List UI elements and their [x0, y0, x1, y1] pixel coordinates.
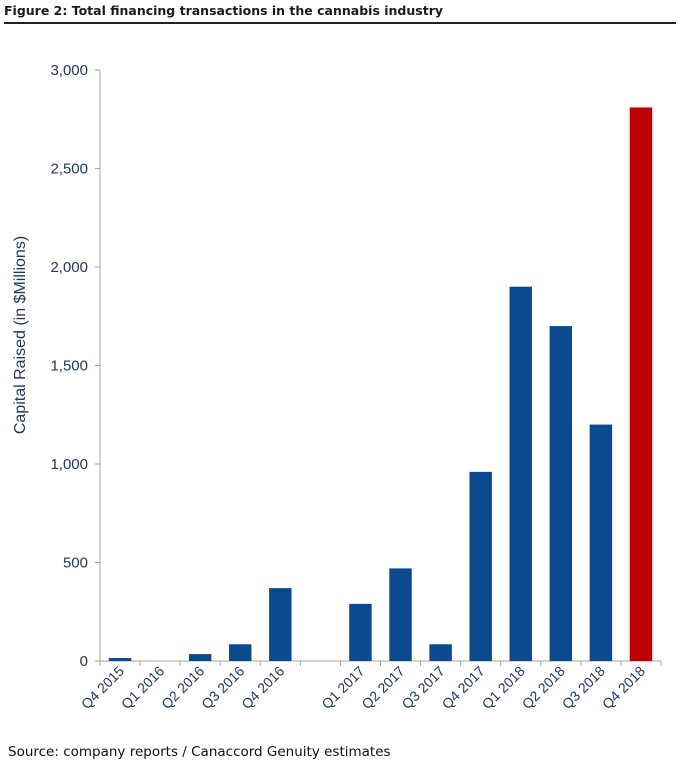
bar: [509, 286, 532, 661]
y-tick-label: 1,500: [50, 358, 88, 375]
x-tick-label: Q1 2016: [118, 663, 167, 712]
x-tick-label: Q1 2018: [479, 663, 528, 712]
x-tick-label: Q2 2018: [519, 663, 568, 712]
x-tick-label: Q4 2016: [238, 663, 287, 712]
bar: [108, 658, 132, 661]
bar: [469, 471, 492, 661]
y-axis-label: Capital Raised (in $Millions): [12, 236, 29, 434]
bar: [629, 107, 653, 662]
bar: [229, 644, 252, 661]
figure-title: Figure 2: Total financing transactions i…: [4, 3, 444, 18]
bar: [549, 326, 573, 661]
y-tick-label: 2,000: [50, 259, 88, 276]
bar: [589, 424, 613, 661]
x-tick-label: Q1 2017: [318, 663, 367, 712]
bar: [188, 654, 212, 661]
x-tick-label: Q4 2017: [439, 663, 488, 712]
x-tick-label: Q4 2018: [599, 663, 648, 712]
x-tick-label: Q3 2016: [198, 663, 247, 712]
y-tick-label: 3,000: [50, 62, 88, 79]
y-tick-label: 2,500: [50, 161, 88, 178]
title-divider: [4, 22, 676, 24]
bar: [389, 568, 412, 661]
y-tick-label: 0: [80, 653, 88, 670]
bar: [429, 644, 452, 661]
x-tick-label: Q2 2017: [358, 663, 407, 712]
bar: [349, 603, 372, 661]
bar: [269, 588, 292, 661]
x-tick-label: Q2 2016: [158, 663, 207, 712]
y-tick-label: 500: [63, 555, 88, 572]
y-tick-label: 1,000: [50, 456, 88, 473]
x-tick-label: Q3 2017: [398, 663, 447, 712]
x-tick-label: Q4 2015: [78, 663, 127, 712]
x-tick-label: Q3 2018: [559, 663, 608, 712]
source-note: Source: company reports / Canaccord Genu…: [8, 744, 391, 760]
